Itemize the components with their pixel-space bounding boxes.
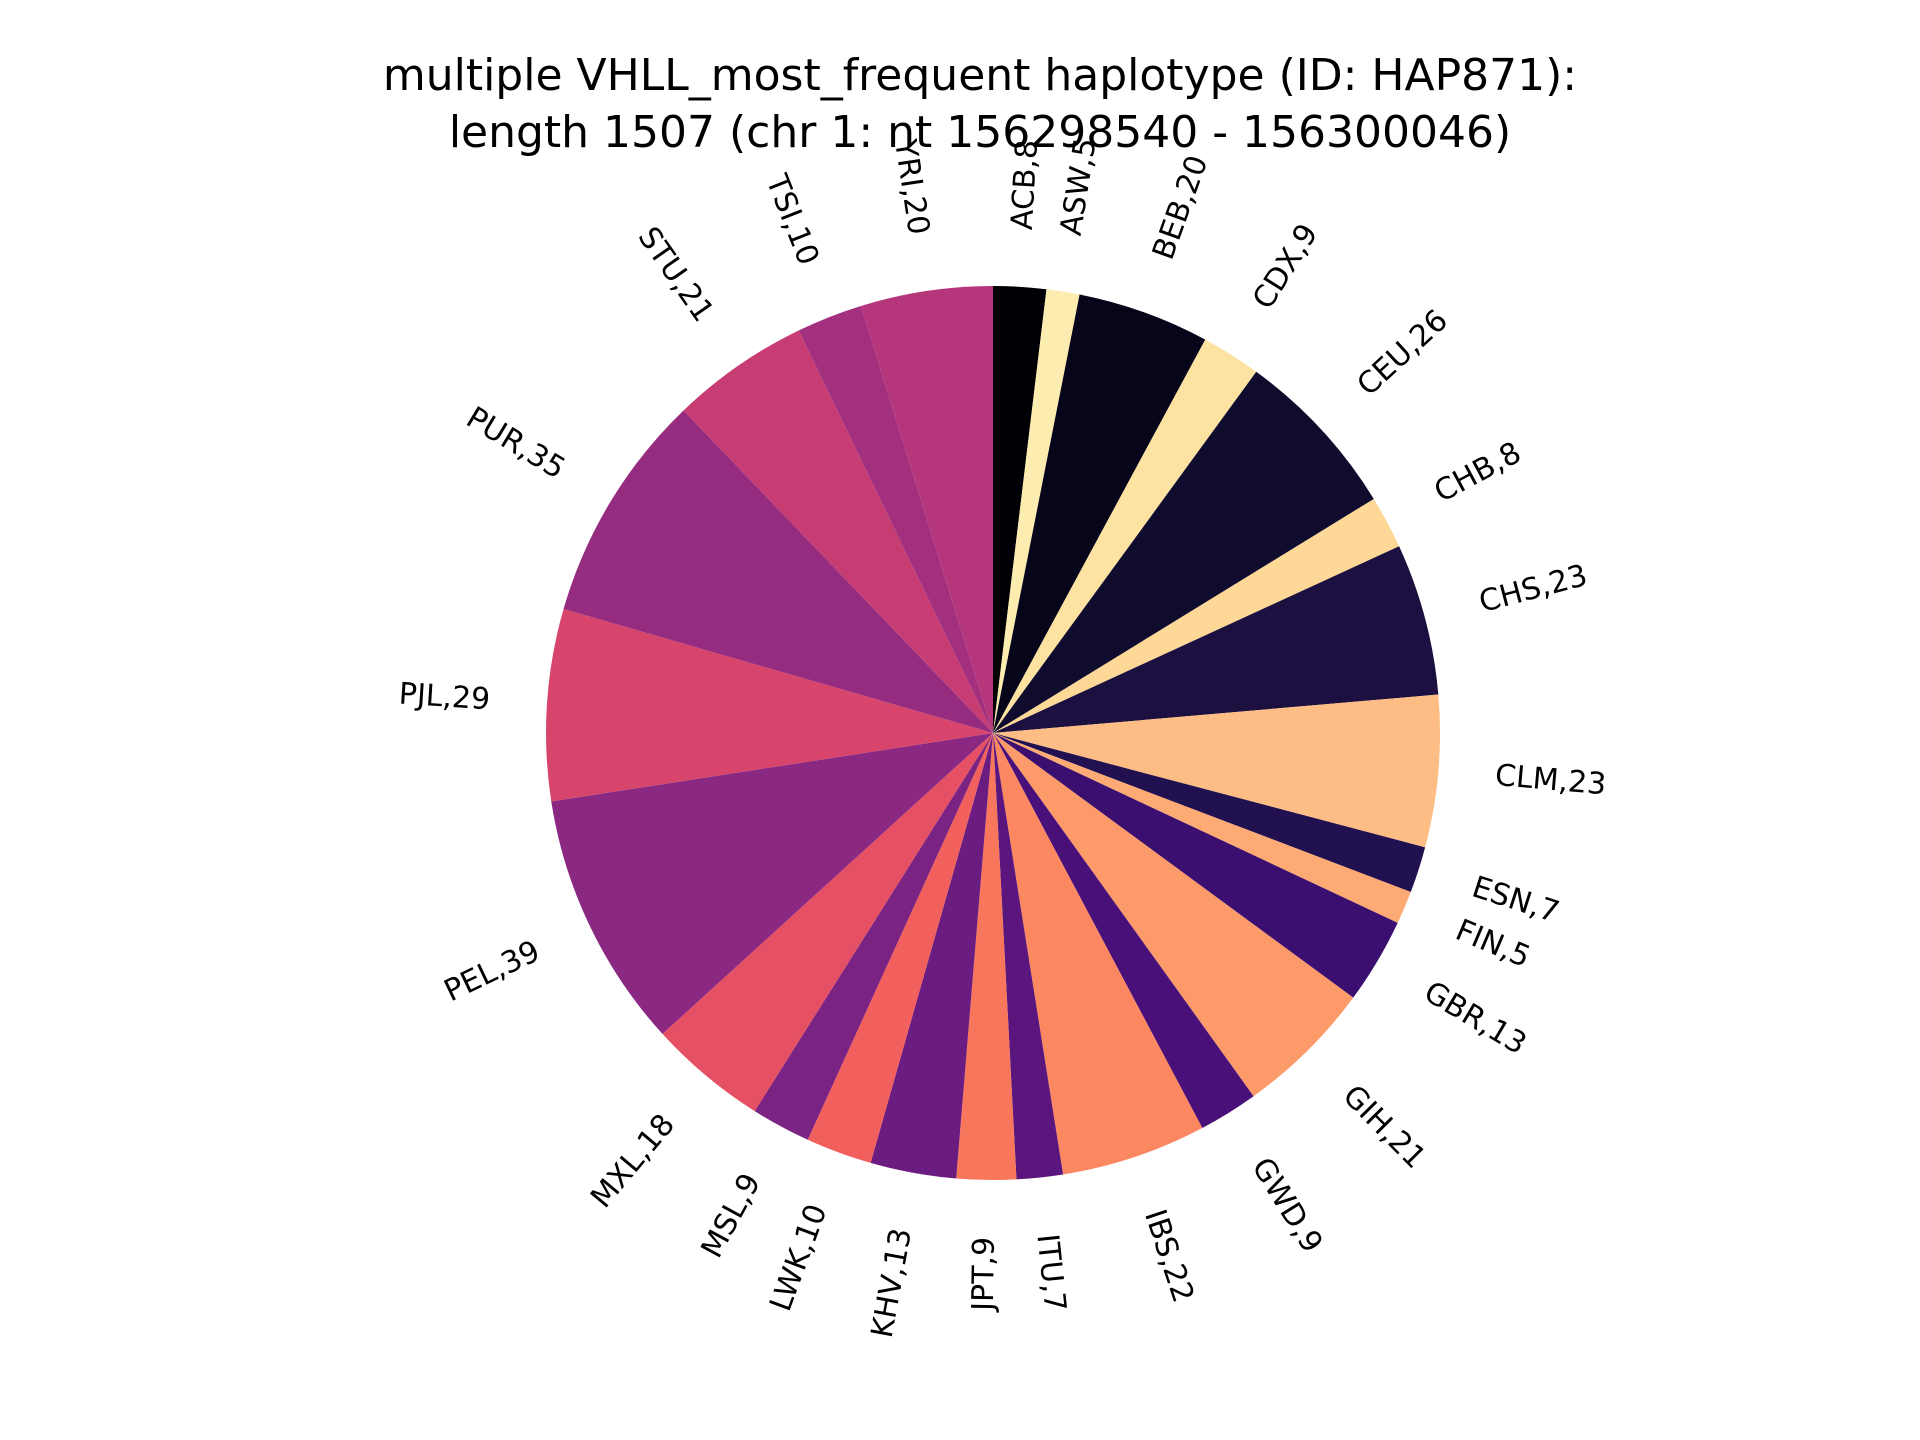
- pie-slice-fin: [993, 733, 1411, 923]
- pie-label-jpt: JPT,9: [966, 1237, 1002, 1313]
- pie-slice-cdx: [993, 339, 1257, 733]
- pie-slice-lwk: [807, 733, 993, 1163]
- pie-slice-stu: [683, 330, 993, 733]
- chart-title-line-2: length 1507 (chr 1: nt 156298540 - 15630…: [449, 107, 1511, 158]
- pie-slice-pjl: [545, 608, 993, 802]
- pie-slice-asw: [993, 289, 1080, 733]
- pie-slice-chs: [993, 546, 1439, 733]
- pie-slice-yri: [860, 286, 993, 733]
- pie-slice-clm: [993, 694, 1441, 848]
- pie-slice-tsi: [798, 305, 993, 733]
- chart-title-line-1: multiple VHLL_most_frequent haplotype (I…: [383, 50, 1577, 101]
- pie-slice-pur: [563, 410, 993, 733]
- pie-slice-khv: [870, 733, 993, 1179]
- pie-slice-gih: [993, 733, 1354, 1097]
- pie-slices: [545, 286, 1441, 1180]
- pie-slice-gwd: [993, 733, 1254, 1128]
- pie-slice-chb: [993, 498, 1400, 733]
- pie-slice-pel: [551, 733, 993, 1034]
- pie-label-itu: ITU,7: [1029, 1232, 1072, 1313]
- pie-slice-jpt: [956, 733, 1017, 1180]
- pie-label-acb: ACB,8: [1005, 139, 1045, 231]
- pie-slice-itu: [993, 733, 1064, 1180]
- pie-label-pjl: PJL,29: [398, 677, 491, 718]
- pie-slice-acb: [993, 286, 1047, 733]
- pie-slice-esn: [993, 733, 1426, 892]
- pie-slice-beb: [993, 294, 1206, 733]
- pie-slice-mxl: [662, 733, 993, 1112]
- pie-slice-gbr: [993, 733, 1398, 998]
- pie-slice-ibs: [993, 733, 1203, 1175]
- pie-slice-ceu: [993, 371, 1374, 733]
- pie-slice-msl: [754, 733, 993, 1140]
